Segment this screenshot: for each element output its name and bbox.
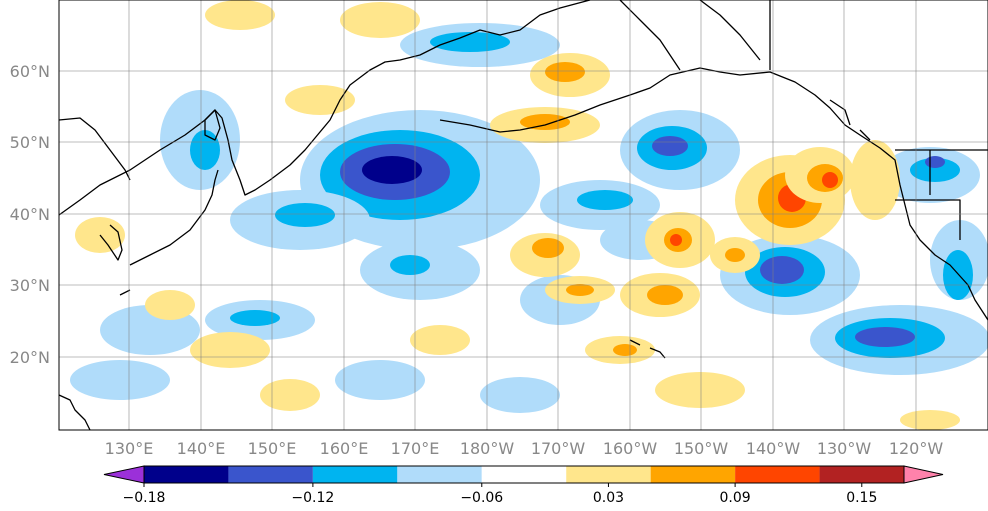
coastline xyxy=(119,289,131,296)
anomaly-patch xyxy=(260,379,320,411)
map-frame xyxy=(58,0,988,431)
anomaly-patch xyxy=(670,234,682,246)
longitude-tick-label: 150°E xyxy=(248,439,297,458)
colorbar-bin xyxy=(397,466,482,483)
coastline xyxy=(439,67,988,321)
anomaly-patch xyxy=(655,372,745,408)
anomaly-patch xyxy=(613,344,637,356)
anomaly-patch xyxy=(390,255,430,275)
colorbar-tick-label: −0.06 xyxy=(460,490,503,506)
anomaly-field xyxy=(70,0,988,430)
latitude-tick-label: 40°N xyxy=(10,205,50,224)
coastline xyxy=(629,339,666,359)
colorbar-bin xyxy=(144,466,229,483)
anomaly-patch xyxy=(190,332,270,368)
longitude-tick-label: 180°W xyxy=(460,439,515,458)
longitude-tick-label: 160°W xyxy=(603,439,658,458)
coastline xyxy=(829,99,871,141)
anomaly-patch xyxy=(275,203,335,227)
anomaly-patch xyxy=(205,0,275,30)
coastline xyxy=(619,0,681,71)
coastline xyxy=(99,224,123,261)
map-panel xyxy=(58,0,988,431)
anomaly-patch xyxy=(335,360,425,400)
longitude-tick-label: 140°E xyxy=(177,439,226,458)
anomaly-patch xyxy=(190,130,220,170)
longitude-tick-label: 120°W xyxy=(889,439,944,458)
anomaly-patch xyxy=(577,190,633,210)
anomaly-patch xyxy=(725,248,745,262)
latitude-tick-label: 30°N xyxy=(10,276,50,295)
coastline xyxy=(204,109,221,141)
anomaly-patch xyxy=(410,325,470,355)
colorbar-extend-max xyxy=(903,465,944,484)
anomaly-patch xyxy=(145,290,195,320)
colorbar-bin xyxy=(819,466,904,483)
colorbar-bin xyxy=(650,466,736,483)
colorbar-extend-min xyxy=(103,465,145,484)
longitude-tick-label: 170°W xyxy=(531,439,586,458)
anomaly-patch xyxy=(520,114,570,130)
anomaly-patch xyxy=(230,310,280,326)
longitude-labels: 130°E 140°E 150°E 160°E 170°E 180°W 170°W 160°W… xyxy=(105,439,944,458)
coastline xyxy=(895,199,961,240)
anomaly-patch xyxy=(70,360,170,400)
anomaly-patch xyxy=(850,140,900,220)
anomaly-patch xyxy=(652,136,688,156)
colorbar-bin xyxy=(481,466,567,483)
colorbar-bin xyxy=(228,466,313,483)
latitude-labels: 60°N 50°N 40°N 30°N 20°N xyxy=(10,62,50,367)
anomaly-patch xyxy=(943,250,973,300)
coastline xyxy=(699,0,761,61)
anomaly-patch xyxy=(900,410,960,430)
colorbar-tick-label: 0.03 xyxy=(593,490,624,506)
anomaly-patch xyxy=(566,284,594,296)
latitude-tick-label: 20°N xyxy=(10,348,50,367)
coastline xyxy=(58,117,131,181)
colorbar-tick-label: −0.12 xyxy=(291,490,334,506)
graticule xyxy=(59,0,988,430)
coastline xyxy=(58,0,591,216)
coastline xyxy=(58,394,91,431)
latitude-tick-label: 50°N xyxy=(10,133,50,152)
anomaly-patch xyxy=(545,62,585,82)
anomaly-patch xyxy=(910,158,960,182)
longitude-tick-label: 140°W xyxy=(746,439,801,458)
anomaly-patch xyxy=(822,172,838,188)
colorbar: −0.18 −0.12 −0.06 0.03 0.09 0.15 xyxy=(103,465,944,506)
longitude-tick-label: 170°E xyxy=(391,439,440,458)
anomaly-patch xyxy=(532,238,564,258)
colorbar-tick-label: 0.15 xyxy=(846,490,877,506)
colorbar-bin xyxy=(735,466,820,483)
anomaly-patch xyxy=(285,85,355,115)
anomaly-patch xyxy=(362,156,422,184)
anomaly-patch xyxy=(340,2,420,38)
longitude-tick-label: 150°W xyxy=(674,439,729,458)
longitude-tick-label: 130°W xyxy=(817,439,872,458)
anomaly-patch xyxy=(647,285,683,305)
latitude-tick-label: 60°N xyxy=(10,62,50,81)
colorbar-tick-label: 0.09 xyxy=(720,490,751,506)
anomaly-patch xyxy=(855,327,915,347)
anomaly-patch xyxy=(925,156,945,168)
colorbar-frame xyxy=(143,465,905,484)
colorbar-tick-label: −0.18 xyxy=(123,490,166,506)
anomaly-patch xyxy=(760,256,804,284)
longitude-tick-label: 130°E xyxy=(105,439,154,458)
longitude-tick-label: 160°E xyxy=(320,439,369,458)
anomaly-patch xyxy=(430,32,510,52)
colorbar-bin xyxy=(312,466,398,483)
colorbar-bin xyxy=(566,466,651,483)
coastline xyxy=(129,169,219,266)
coastlines xyxy=(58,0,988,431)
anomaly-patch xyxy=(480,377,560,413)
